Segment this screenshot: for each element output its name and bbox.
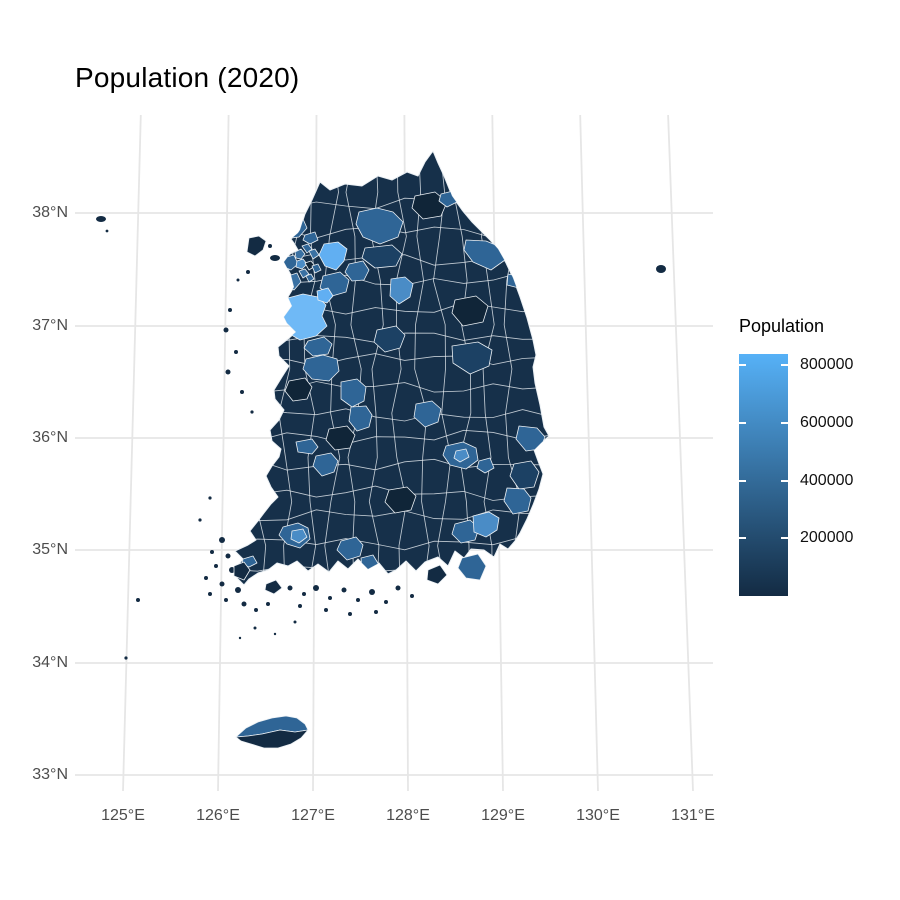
x-tick-label-131e: 131°E [671,807,715,824]
district [312,452,339,477]
district [303,336,333,357]
x-tick-label-125e: 125°E [101,807,145,824]
x-tick-label-126e: 126°E [196,807,240,824]
legend-tick-label-200000: 200000 [800,529,854,546]
district [384,486,417,514]
island [246,235,267,257]
x-tick-label-129e: 129°E [481,807,525,824]
graticule [75,114,713,792]
district [472,511,500,538]
district [294,248,306,260]
island [264,579,283,595]
y-tick-label-33n: 33°N [32,766,68,783]
mainland-region [234,150,550,586]
district [305,273,315,283]
x-tick-label-128e: 128°E [386,807,430,824]
legend-tick-mark [739,537,746,539]
legend-title: Population [739,316,825,336]
legend-tick-mark [781,537,788,539]
district [318,241,348,271]
district [506,273,522,289]
district [311,263,322,274]
y-tick-label-36n: 36°N [32,429,68,446]
district [451,295,489,327]
district [340,378,367,408]
x-tick-label-127e: 127°E [291,807,335,824]
district [503,487,532,515]
district [463,239,506,271]
legend-tick-label-800000: 800000 [800,356,854,373]
y-tick-label-37n: 37°N [32,317,68,334]
district [453,448,470,463]
legend-tick-mark [739,480,746,482]
east-sea-island [656,265,666,273]
district [344,260,370,282]
y-tick-label-38n: 38°N [32,204,68,221]
district [348,405,373,432]
legend-tick-mark [781,480,788,482]
island-namhae [426,564,448,585]
district [295,258,308,270]
district [451,341,493,375]
district [284,377,313,402]
northwest-island [96,216,106,222]
legend-colorbar [739,354,788,596]
legend-tick-mark [739,364,746,366]
jeju-island [235,715,309,749]
legend-tick-label-600000: 600000 [800,414,854,431]
district [355,207,404,245]
district [509,460,540,490]
island-geoje [457,553,487,581]
coastal-islands [96,216,666,660]
district [302,354,340,382]
district [336,536,364,561]
legend-tick-label-400000: 400000 [800,472,854,489]
legend-tick-mark [739,422,746,424]
x-tick-label-130e: 130°E [576,807,620,824]
y-tick-label-35n: 35°N [32,541,68,558]
district [308,248,320,260]
legend-tick-mark [781,422,788,424]
district [411,191,448,220]
district [373,325,406,353]
district [295,438,319,455]
district [451,519,480,544]
district [302,231,319,245]
district [361,244,403,269]
district [290,528,308,544]
district [476,457,495,474]
plot-title: Population (2020) [75,62,300,93]
island [233,561,251,581]
district [389,276,414,305]
district [316,287,334,304]
legend-tick-mark [781,364,788,366]
district [325,425,356,451]
district [413,400,442,428]
district [298,268,310,279]
y-tick-label-34n: 34°N [32,654,68,671]
district [235,729,309,749]
